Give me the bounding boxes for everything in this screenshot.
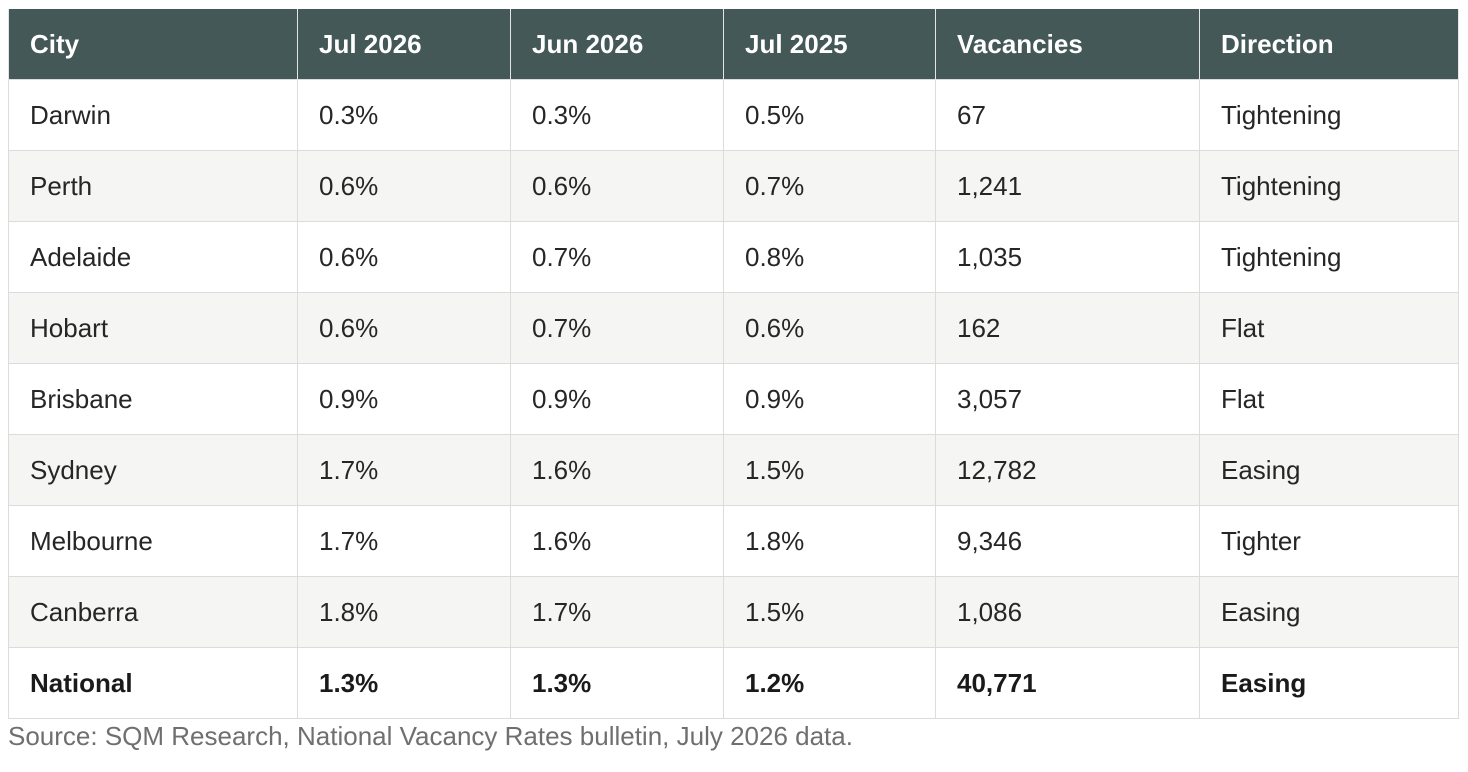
cell-jul-2025: 1.5% [723, 434, 936, 506]
cell-vacancies: 1,086 [935, 576, 1200, 648]
table-row: Melbourne 1.7% 1.6% 1.8% 9,346 Tighter [8, 505, 1459, 577]
cell-direction: Flat [1199, 363, 1459, 435]
vacancy-rates-table: City Jul 2026 Jun 2026 Jul 2025 Vacancie… [8, 9, 1459, 719]
cell-city: Darwin [8, 79, 298, 151]
table-header-row: City Jul 2026 Jun 2026 Jul 2025 Vacancie… [8, 9, 1459, 80]
column-header-jun-2026: Jun 2026 [510, 9, 724, 80]
cell-jun-2026: 0.7% [510, 221, 724, 293]
cell-jun-2026: 0.6% [510, 150, 724, 222]
cell-direction: Tightening [1199, 150, 1459, 222]
cell-jul-2026: 0.9% [297, 363, 511, 435]
cell-city: Canberra [8, 576, 298, 648]
cell-jun-2026: 1.3% [510, 647, 724, 719]
cell-direction: Flat [1199, 292, 1459, 364]
cell-city: Melbourne [8, 505, 298, 577]
cell-city: Sydney [8, 434, 298, 506]
cell-direction: Easing [1199, 434, 1459, 506]
table-row: Sydney 1.7% 1.6% 1.5% 12,782 Easing [8, 434, 1459, 506]
cell-jul-2025: 0.7% [723, 150, 936, 222]
cell-jun-2026: 1.6% [510, 434, 724, 506]
cell-vacancies: 1,035 [935, 221, 1200, 293]
table-row-national-total: National 1.3% 1.3% 1.2% 40,771 Easing [8, 647, 1459, 719]
cell-jun-2026: 1.7% [510, 576, 724, 648]
column-header-jul-2026: Jul 2026 [297, 9, 511, 80]
cell-direction: Tightening [1199, 79, 1459, 151]
table-row: Hobart 0.6% 0.7% 0.6% 162 Flat [8, 292, 1459, 364]
cell-jul-2025: 0.5% [723, 79, 936, 151]
cell-vacancies: 67 [935, 79, 1200, 151]
cell-city: Hobart [8, 292, 298, 364]
cell-city: National [8, 647, 298, 719]
cell-jul-2026: 0.6% [297, 221, 511, 293]
cell-jul-2026: 0.3% [297, 79, 511, 151]
cell-vacancies: 12,782 [935, 434, 1200, 506]
cell-direction: Easing [1199, 576, 1459, 648]
cell-city: Adelaide [8, 221, 298, 293]
table-row: Perth 0.6% 0.6% 0.7% 1,241 Tightening [8, 150, 1459, 222]
cell-vacancies: 162 [935, 292, 1200, 364]
cell-direction: Tightening [1199, 221, 1459, 293]
cell-direction: Tighter [1199, 505, 1459, 577]
cell-vacancies: 40,771 [935, 647, 1200, 719]
cell-jun-2026: 0.3% [510, 79, 724, 151]
column-header-direction: Direction [1199, 9, 1459, 80]
cell-jul-2025: 1.8% [723, 505, 936, 577]
cell-jun-2026: 0.9% [510, 363, 724, 435]
cell-jul-2026: 0.6% [297, 292, 511, 364]
cell-jul-2026: 1.7% [297, 434, 511, 506]
vacancy-table-container: City Jul 2026 Jun 2026 Jul 2025 Vacancie… [8, 9, 1459, 719]
table-row: Brisbane 0.9% 0.9% 0.9% 3,057 Flat [8, 363, 1459, 435]
cell-jul-2026: 1.3% [297, 647, 511, 719]
cell-vacancies: 3,057 [935, 363, 1200, 435]
cell-jul-2025: 0.6% [723, 292, 936, 364]
cell-jul-2025: 0.9% [723, 363, 936, 435]
cell-city: Brisbane [8, 363, 298, 435]
table-row: Adelaide 0.6% 0.7% 0.8% 1,035 Tightening [8, 221, 1459, 293]
column-header-city: City [8, 9, 298, 80]
table-row: Canberra 1.8% 1.7% 1.5% 1,086 Easing [8, 576, 1459, 648]
column-header-vacancies: Vacancies [935, 9, 1200, 80]
cell-jul-2026: 0.6% [297, 150, 511, 222]
cell-jul-2025: 0.8% [723, 221, 936, 293]
cell-jul-2025: 1.2% [723, 647, 936, 719]
table-row: Darwin 0.3% 0.3% 0.5% 67 Tightening [8, 79, 1459, 151]
cell-jun-2026: 0.7% [510, 292, 724, 364]
cell-jun-2026: 1.6% [510, 505, 724, 577]
cell-vacancies: 9,346 [935, 505, 1200, 577]
cell-city: Perth [8, 150, 298, 222]
column-header-jul-2025: Jul 2025 [723, 9, 936, 80]
cell-jul-2026: 1.7% [297, 505, 511, 577]
source-note: Source: SQM Research, National Vacancy R… [8, 721, 853, 751]
cell-jul-2026: 1.8% [297, 576, 511, 648]
cell-direction: Easing [1199, 647, 1459, 719]
cell-jul-2025: 1.5% [723, 576, 936, 648]
cell-vacancies: 1,241 [935, 150, 1200, 222]
